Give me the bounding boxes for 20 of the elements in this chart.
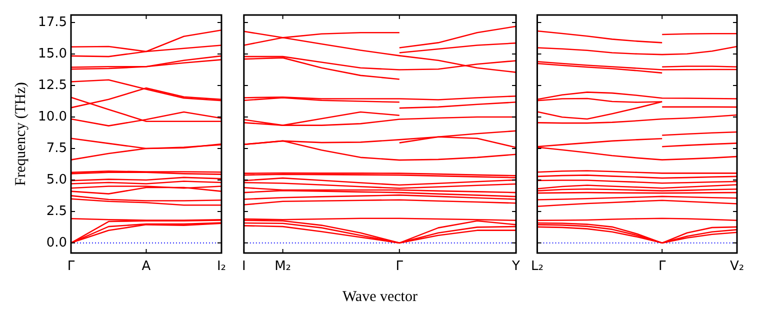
y-axis-title: Frequency (THz) [12,82,29,186]
x-axis-title: Wave vector [342,288,418,305]
x-tick-label: I₂ [216,259,226,274]
y-tick-label: 12.5 [38,78,67,93]
y-tick-label: 5.0 [46,172,67,188]
x-tick-label: I [242,259,246,274]
x-tick-label: Y [511,259,520,274]
x-tick-label: V₂ [730,259,744,274]
y-tick-label: 7.5 [46,140,67,156]
x-tick-label: L₂ [530,259,544,274]
x-tick-label: Γ [658,259,666,274]
y-tick-label: 15.0 [38,46,67,62]
y-tick-label: 2.5 [46,204,67,219]
y-tick-label: 10.0 [38,109,67,124]
x-tick-label: M₂ [274,259,292,274]
x-tick-label: A [142,259,151,274]
y-tick-label: 0.0 [46,235,67,250]
x-tick-label: Γ [67,259,76,274]
y-tick-label: 17.5 [38,14,67,30]
x-tick-label: Γ [396,259,404,274]
